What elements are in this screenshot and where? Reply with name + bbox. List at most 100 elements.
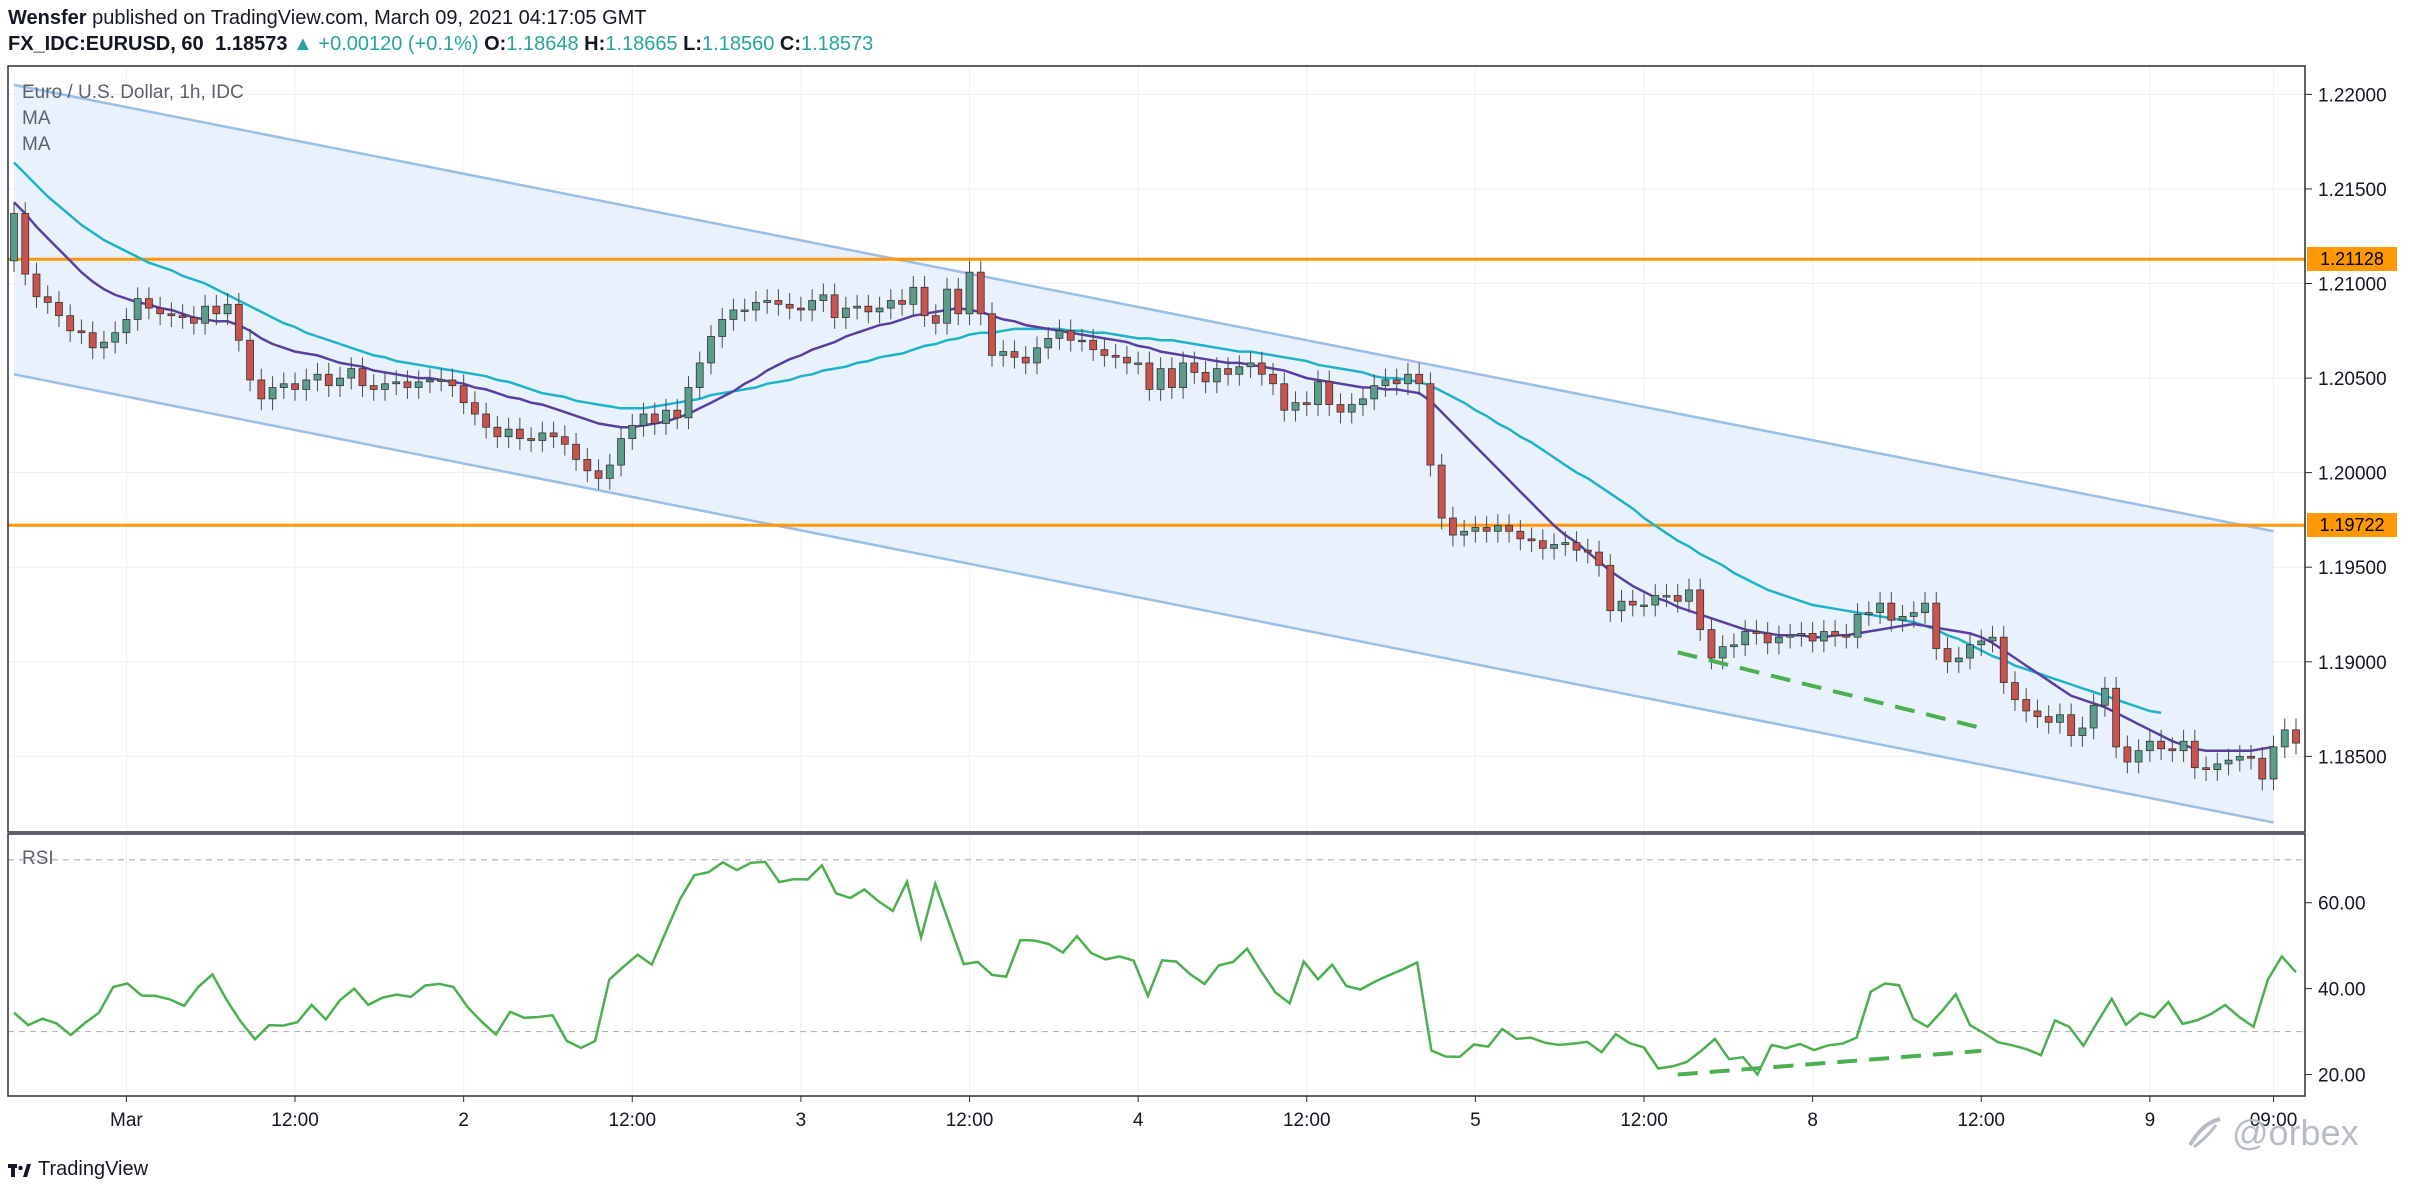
candle-body: [2067, 714, 2076, 736]
candle-body: [830, 294, 839, 318]
main-pane-border: [7, 65, 2306, 833]
candle-body: [1954, 657, 1963, 663]
candle-body: [1741, 631, 1750, 646]
candle-body: [954, 288, 963, 315]
tradingview-brand: TradingView: [38, 1158, 149, 1180]
candle-body: [1662, 595, 1671, 598]
candle-body: [1763, 633, 1772, 644]
candle-body: [1179, 362, 1187, 388]
candle-body: [223, 303, 232, 315]
candle-body: [617, 438, 625, 466]
candle-body: [1819, 631, 1828, 642]
candle-body: [167, 313, 176, 317]
instrument-legend[interactable]: Euro / U.S. Dollar, 1h, IDC: [22, 82, 244, 103]
candle-body: [358, 368, 367, 387]
candle-body: [740, 309, 749, 312]
candle-body: [2033, 710, 2042, 718]
rsi-line: [13, 860, 2297, 1077]
candle-body: [88, 332, 97, 349]
candle-body: [718, 319, 727, 337]
candle-body: [999, 351, 1008, 356]
candle-body: [1190, 362, 1199, 373]
candle-body: [1898, 615, 1907, 621]
candle-body: [392, 381, 401, 385]
price-tick-label: 1.20000: [2318, 464, 2387, 485]
price-axis[interactable]: 1.18500 1.19000 1.19500 1.20000 1.20500 1.210…: [2305, 85, 2387, 768]
candle-body: [1977, 640, 1986, 646]
candle-body: [752, 302, 760, 311]
close-value: 1.18573: [800, 33, 874, 55]
candle-body: [1460, 530, 1469, 536]
candle-body: [1010, 351, 1019, 358]
candle-body: [684, 387, 693, 419]
candle-body: [943, 288, 951, 324]
candle-body: [1640, 604, 1648, 607]
candle-body: [1493, 525, 1502, 532]
rsi-legend[interactable]: RSI: [22, 848, 54, 869]
candle-body: [178, 315, 187, 318]
candle-body: [1752, 631, 1761, 634]
candle-body: [1257, 362, 1266, 375]
horizontal-levels: [8, 257, 2305, 527]
candle-body: [1111, 354, 1120, 358]
candle-body: [594, 470, 603, 479]
up-arrow-icon: ▲: [293, 33, 313, 55]
candle-body: [1437, 464, 1446, 519]
candle-body: [965, 271, 974, 315]
candle-body: [695, 362, 704, 388]
candle-body: [324, 373, 333, 387]
candle-body: [1505, 525, 1513, 532]
candle-body: [1302, 402, 1311, 405]
candle-body: [1797, 633, 1806, 636]
candle-body: [2179, 740, 2188, 752]
candle-body: [246, 339, 254, 381]
ma-legend-1[interactable]: MA: [22, 108, 51, 129]
candle-body: [2089, 704, 2098, 729]
candle-body: [212, 305, 221, 315]
candle-body: [515, 428, 524, 439]
candle-body: [2078, 727, 2087, 736]
rsi-tick-label: 60.00: [2318, 894, 2366, 915]
candle-body: [1718, 646, 1727, 659]
candle-body: [1089, 339, 1098, 351]
candle-body: [55, 302, 63, 317]
candle-body: [1201, 371, 1210, 383]
rsi-trend-annotation: [1677, 1048, 1982, 1077]
rsi-pane-grid: [8, 834, 2305, 1096]
candle-body: [313, 373, 322, 381]
candle-body: [347, 368, 356, 379]
candle-body: [1786, 634, 1795, 638]
tradingview-footer[interactable]: TradingView: [8, 1158, 148, 1181]
orbex-watermark: @orbex: [2186, 1112, 2359, 1154]
candle-body: [841, 307, 850, 318]
ma-fast-line: [13, 201, 2274, 752]
candle-body: [369, 385, 378, 390]
candle-body: [2022, 699, 2031, 712]
candle-body: [549, 432, 558, 438]
candle-body: [482, 413, 491, 428]
author-name[interactable]: Wensfer: [8, 7, 87, 29]
candle-body: [1628, 600, 1637, 606]
time-axis[interactable]: Mar 12:00 2 12:00 3 12:00 4 12:00 5 12:00 8 12:00 9 0…: [110, 1096, 2297, 1131]
candle-body: [1538, 540, 1547, 549]
candle-body: [1347, 404, 1356, 413]
level-tag-lower: 1.19722: [2307, 513, 2397, 538]
candle-body: [527, 438, 535, 441]
candle-body: [1246, 362, 1255, 368]
rsi-axis[interactable]: 20.00 40.00 60.00: [2305, 894, 2366, 1087]
symbol-label[interactable]: FX_IDC:EURUSD, 60: [8, 33, 204, 55]
candle-body: [201, 305, 209, 324]
candle-body: [1044, 337, 1053, 349]
time-tick-label: 09:00: [2250, 1110, 2298, 1131]
candle-body: [1280, 383, 1289, 411]
candle-body: [1707, 629, 1716, 659]
time-tick-label: 3: [796, 1110, 807, 1131]
ma-legend-2[interactable]: MA: [22, 134, 51, 155]
candle-body: [1404, 373, 1412, 385]
candle-body: [32, 273, 41, 298]
candle-body: [2056, 714, 2064, 723]
time-tick-label: 12:00: [1620, 1110, 1668, 1131]
candle-body: [560, 436, 569, 445]
candle-body: [1359, 398, 1367, 405]
